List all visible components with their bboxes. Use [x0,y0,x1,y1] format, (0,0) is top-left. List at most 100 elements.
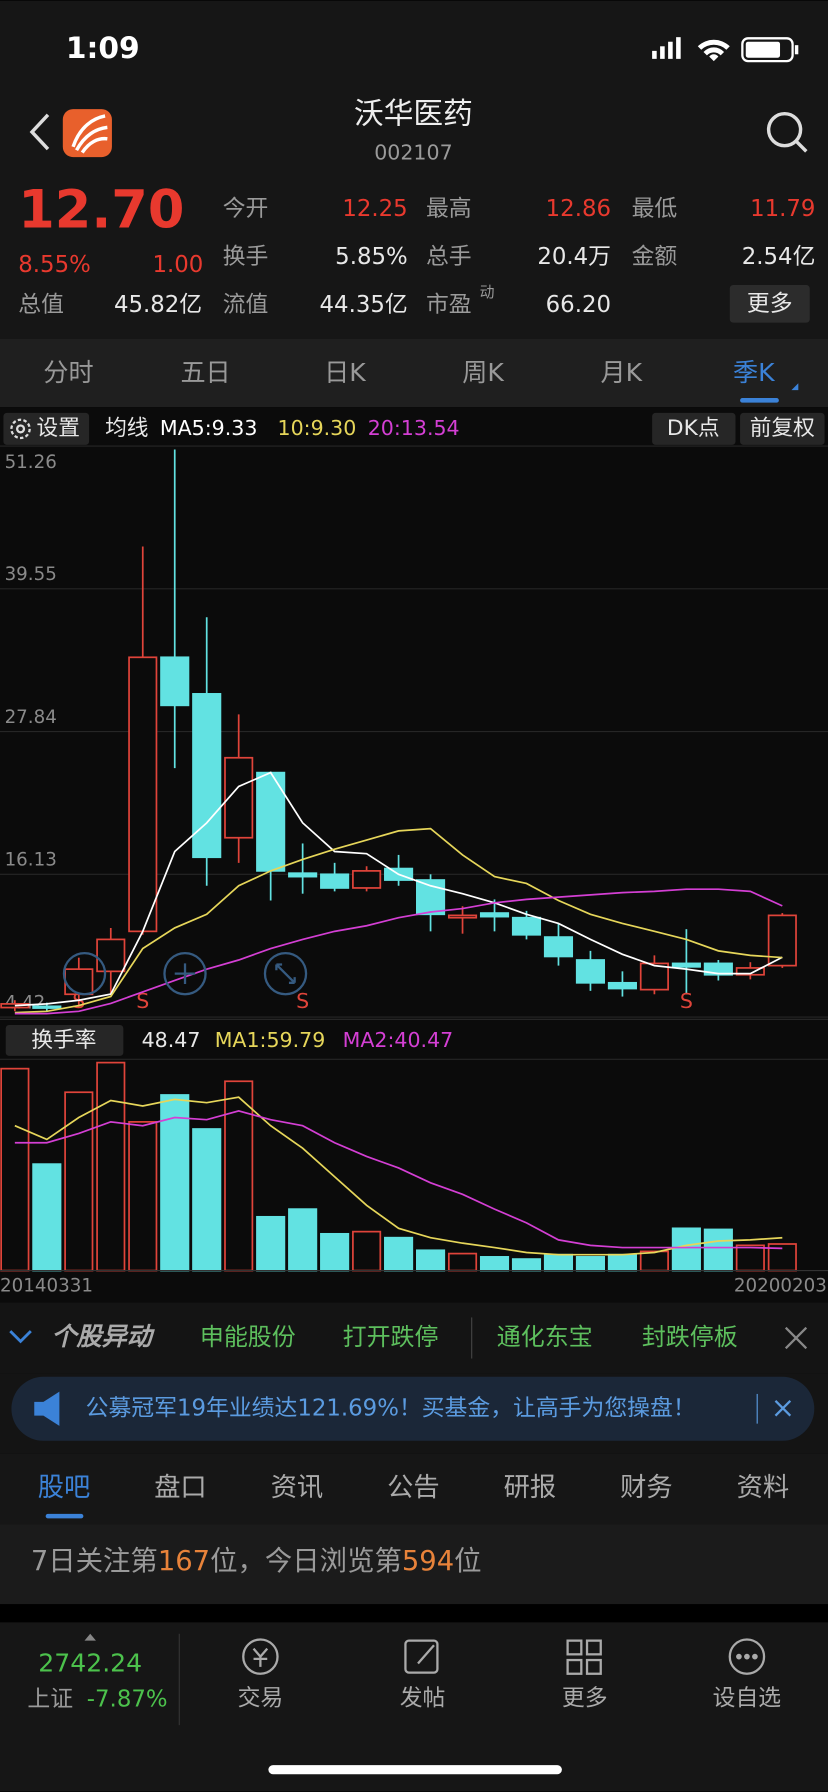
nav-item[interactable]: 更多 [562,1685,608,1711]
period-tab[interactable]: 季K [733,358,775,387]
dk-button-bg[interactable] [652,412,736,445]
period-tab[interactable]: 分时 [43,358,93,387]
rank-text: 位 [454,1545,481,1576]
ma-label: MA5:9.33 [160,416,258,440]
field-label: 最低 [632,196,678,222]
price: 12.70 [18,180,184,241]
bar [64,1091,94,1272]
dk-button[interactable]: DK点 [667,416,720,441]
section-tab[interactable]: 资讯 [271,1473,324,1503]
tab-indicator [45,1513,84,1519]
candle-body [320,873,350,889]
section-tab[interactable]: 财务 [620,1473,673,1503]
x-tick-label: 20200203 [734,1276,827,1297]
period-tab[interactable]: 周K [462,358,504,387]
back-button[interactable] [29,113,50,151]
field-value: 12.25 [342,196,407,222]
nav-item[interactable]: 设自选 [713,1685,782,1711]
status-icons [652,37,799,63]
bottom-bar [0,1622,828,1792]
ma-line [14,771,783,1007]
bar [128,1121,158,1272]
bar [384,1236,414,1272]
more-button-bg[interactable] [729,284,810,323]
bar [96,1061,126,1272]
logo [62,109,112,158]
rank-number: 167 [158,1545,210,1576]
ticker-item[interactable]: 打开跌停 [343,1323,439,1351]
candle-body [511,916,542,936]
candle-body [160,656,190,707]
turnover-ma: MA2:40.47 [343,1028,454,1052]
y-tick-label: 4.42 [5,992,46,1013]
ticker-item[interactable]: 申能股份 [200,1323,296,1351]
zoom-controls[interactable] [62,951,308,996]
bar [479,1256,510,1272]
field-label: 今开 [223,196,269,222]
top-bg [0,0,828,339]
candle-body [288,872,318,878]
field-value: 20.4万 [537,244,611,270]
change-pct: 8.55% [18,252,91,278]
period-tab[interactable]: 日K [324,358,366,387]
ticker-item[interactable]: 通化东宝 [497,1323,593,1351]
turnover-title: 换手率 [31,1028,96,1053]
section-tab[interactable]: 股吧 [38,1473,91,1503]
field-value: 44.35亿 [320,292,408,318]
more-button[interactable]: 更多 [747,291,793,317]
section-tab[interactable]: 研报 [504,1473,557,1503]
banner-text[interactable]: 公募冠军19年业绩达121.69%！买基金，让高手为您操盘！ [86,1395,696,1421]
field-label: 流值 [223,292,269,318]
adjust-button[interactable]: 前复权 [750,416,815,441]
y-tick-label: 27.84 [5,707,57,728]
nav-item[interactable]: 发帖 [400,1685,446,1711]
period-tab[interactable]: 五日 [180,358,230,387]
bar [32,1163,62,1272]
candle-body [607,981,637,990]
candle-body [352,870,382,889]
index-change[interactable]: -7.87% [87,1687,168,1713]
ticker-close[interactable] [784,1326,808,1350]
y-tick-label: 16.13 [5,850,57,871]
bar [511,1258,542,1272]
ticker-toggle[interactable] [9,1330,32,1344]
x-tick-label: 20140331 [0,1276,93,1297]
period-tab[interactable]: 月K [600,358,642,387]
section-tab[interactable]: 资料 [737,1473,790,1503]
bar [256,1215,286,1272]
search-button[interactable] [766,111,808,153]
tab-arrow [791,383,799,391]
candle-body [128,656,158,933]
banner-close[interactable] [774,1399,792,1417]
index-name[interactable]: 上证 [27,1687,73,1713]
bar [575,1256,606,1272]
rank-number: 594 [402,1545,454,1576]
bar [447,1252,478,1272]
field-label: 金额 [632,244,678,270]
ma-label: 20:13.54 [368,416,460,440]
nav-item[interactable]: 交易 [238,1685,284,1711]
tab-indicator [740,398,779,403]
adjust-button-bg[interactable] [740,412,825,445]
section-tabs-bg [0,1453,828,1525]
settings-button[interactable]: 设置 [37,416,80,441]
candle-body [575,959,606,984]
ticker-title: 个股异动 [51,1322,155,1351]
signal: S [680,989,693,1013]
bar [607,1253,637,1272]
field-label: 最高 [426,196,472,222]
section-tab[interactable]: 盘口 [154,1473,207,1503]
gear-icon [10,418,31,440]
rank-text: 7日关注第 [31,1545,158,1576]
ma-line [14,1110,783,1250]
index-value[interactable]: 2742.24 [38,1649,142,1678]
field-value: 5.85% [335,244,408,270]
section-tab[interactable]: 公告 [387,1473,440,1503]
field-label: 换手 [223,244,269,270]
bottom-icons [242,1638,766,1675]
bar [160,1094,190,1272]
field-value: 12.86 [546,196,611,222]
ticker-item[interactable]: 封跌停板 [642,1323,738,1351]
banner-bg[interactable] [11,1376,815,1441]
field-value: 66.20 [546,292,611,318]
